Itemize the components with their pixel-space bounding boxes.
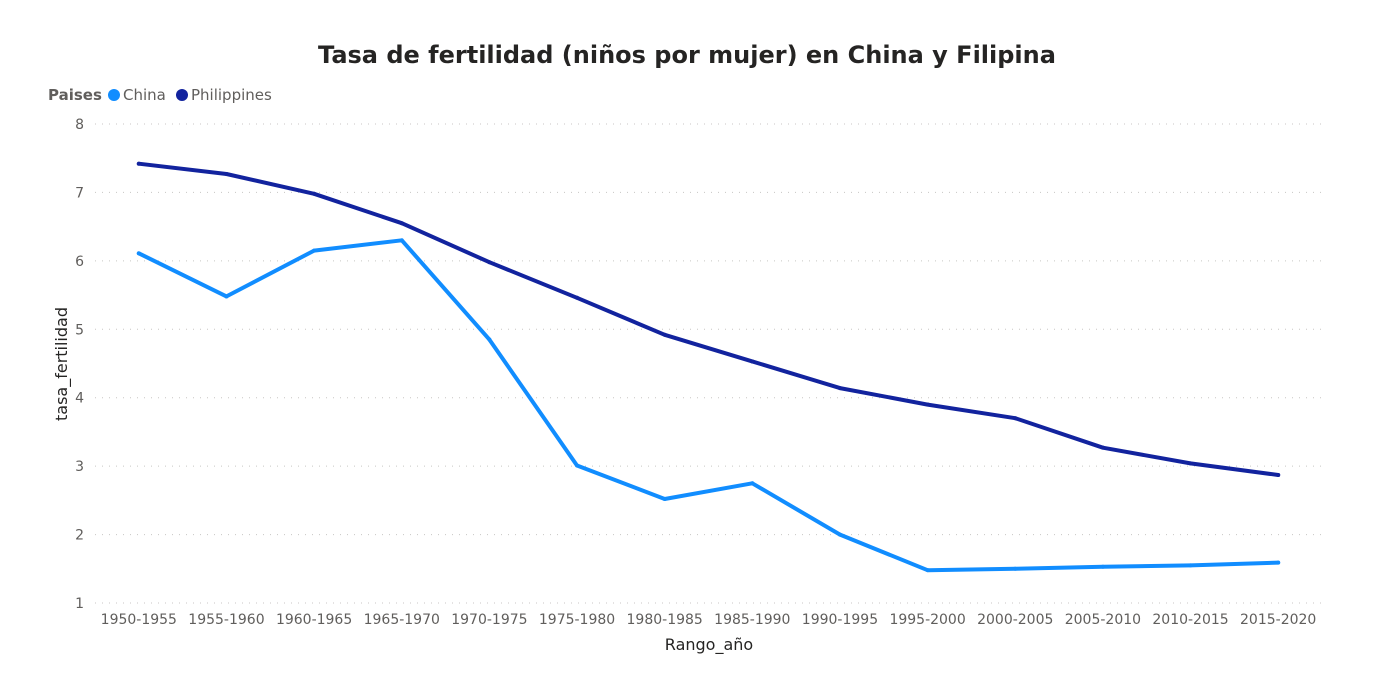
legend-item-china: China [108,86,166,104]
data-point-philippines [750,359,755,364]
x-tick-label: 2010-2015 [1152,612,1228,628]
x-tick-label: 1950-1955 [101,612,177,628]
x-tick-label: 2005-2010 [1065,612,1141,628]
data-point-philippines [1100,445,1105,450]
x-axis-ticks: 1950-1955 1955-1960 1960-1965 1965-1970 1970… [101,612,1317,628]
x-tick-label: 1995-2000 [889,612,965,628]
data-point-china [1276,560,1281,565]
y-tick-label: 8 [75,117,84,133]
y-axis-title: tasa_fertilidad [52,307,72,421]
data-point-philippines [487,260,492,265]
x-tick-label: 2000-2005 [977,612,1053,628]
data-point-philippines [662,332,667,337]
y-axis-ticks: 1 2 3 4 5 6 7 8 [75,117,84,612]
data-point-philippines [1276,473,1281,478]
data-point-china [136,251,141,256]
x-tick-label: 1980-1985 [627,612,703,628]
x-tick-label: 1990-1995 [802,612,878,628]
data-point-china [750,481,755,486]
data-point-philippines [399,221,404,226]
data-point-philippines [136,161,141,166]
y-tick-label: 2 [75,528,84,544]
data-point-china [662,496,667,501]
x-tick-label: 1965-1970 [364,612,440,628]
data-point-china [837,532,842,537]
data-point-china [1100,564,1105,569]
gridlines [95,123,1322,604]
y-tick-label: 4 [75,391,84,407]
x-tick-label: 1970-1975 [451,612,527,628]
data-point-philippines [837,386,842,391]
data-point-china [575,463,580,468]
legend-marker [108,89,120,101]
series-line-philippines [136,161,1281,477]
legend-title: Paises [48,86,102,104]
data-point-china [1013,566,1018,571]
legend-marker [176,89,188,101]
chart-title: Tasa de fertilidad (niños por mujer) en … [318,41,1056,69]
data-point-china [1188,563,1193,568]
data-point-philippines [1188,461,1193,466]
data-point-china [312,248,317,253]
data-point-china [487,337,492,342]
x-tick-label: 1960-1965 [276,612,352,628]
y-tick-label: 6 [75,254,84,270]
y-tick-label: 5 [75,322,84,338]
data-point-philippines [1013,416,1018,421]
series-line-china [136,238,1281,573]
y-tick-label: 3 [75,459,84,475]
x-axis-title: Rango_año [665,635,753,655]
data-point-china [224,294,229,299]
legend-item-philippines: Philippines [176,86,272,104]
x-tick-label: 1955-1960 [188,612,264,628]
legend: Paises China Philippines [48,86,272,104]
data-point-philippines [925,402,930,407]
data-point-china [399,238,404,243]
x-tick-label: 1985-1990 [714,612,790,628]
legend-label: China [123,86,166,104]
y-tick-label: 1 [75,596,84,612]
data-point-china [925,568,930,573]
x-tick-label: 2015-2020 [1240,612,1316,628]
data-point-philippines [312,191,317,196]
legend-label: Philippines [191,86,272,104]
data-point-philippines [224,171,229,176]
y-tick-label: 7 [75,185,84,201]
x-tick-label: 1975-1980 [539,612,615,628]
series-lines [136,161,1281,573]
data-point-philippines [575,295,580,300]
